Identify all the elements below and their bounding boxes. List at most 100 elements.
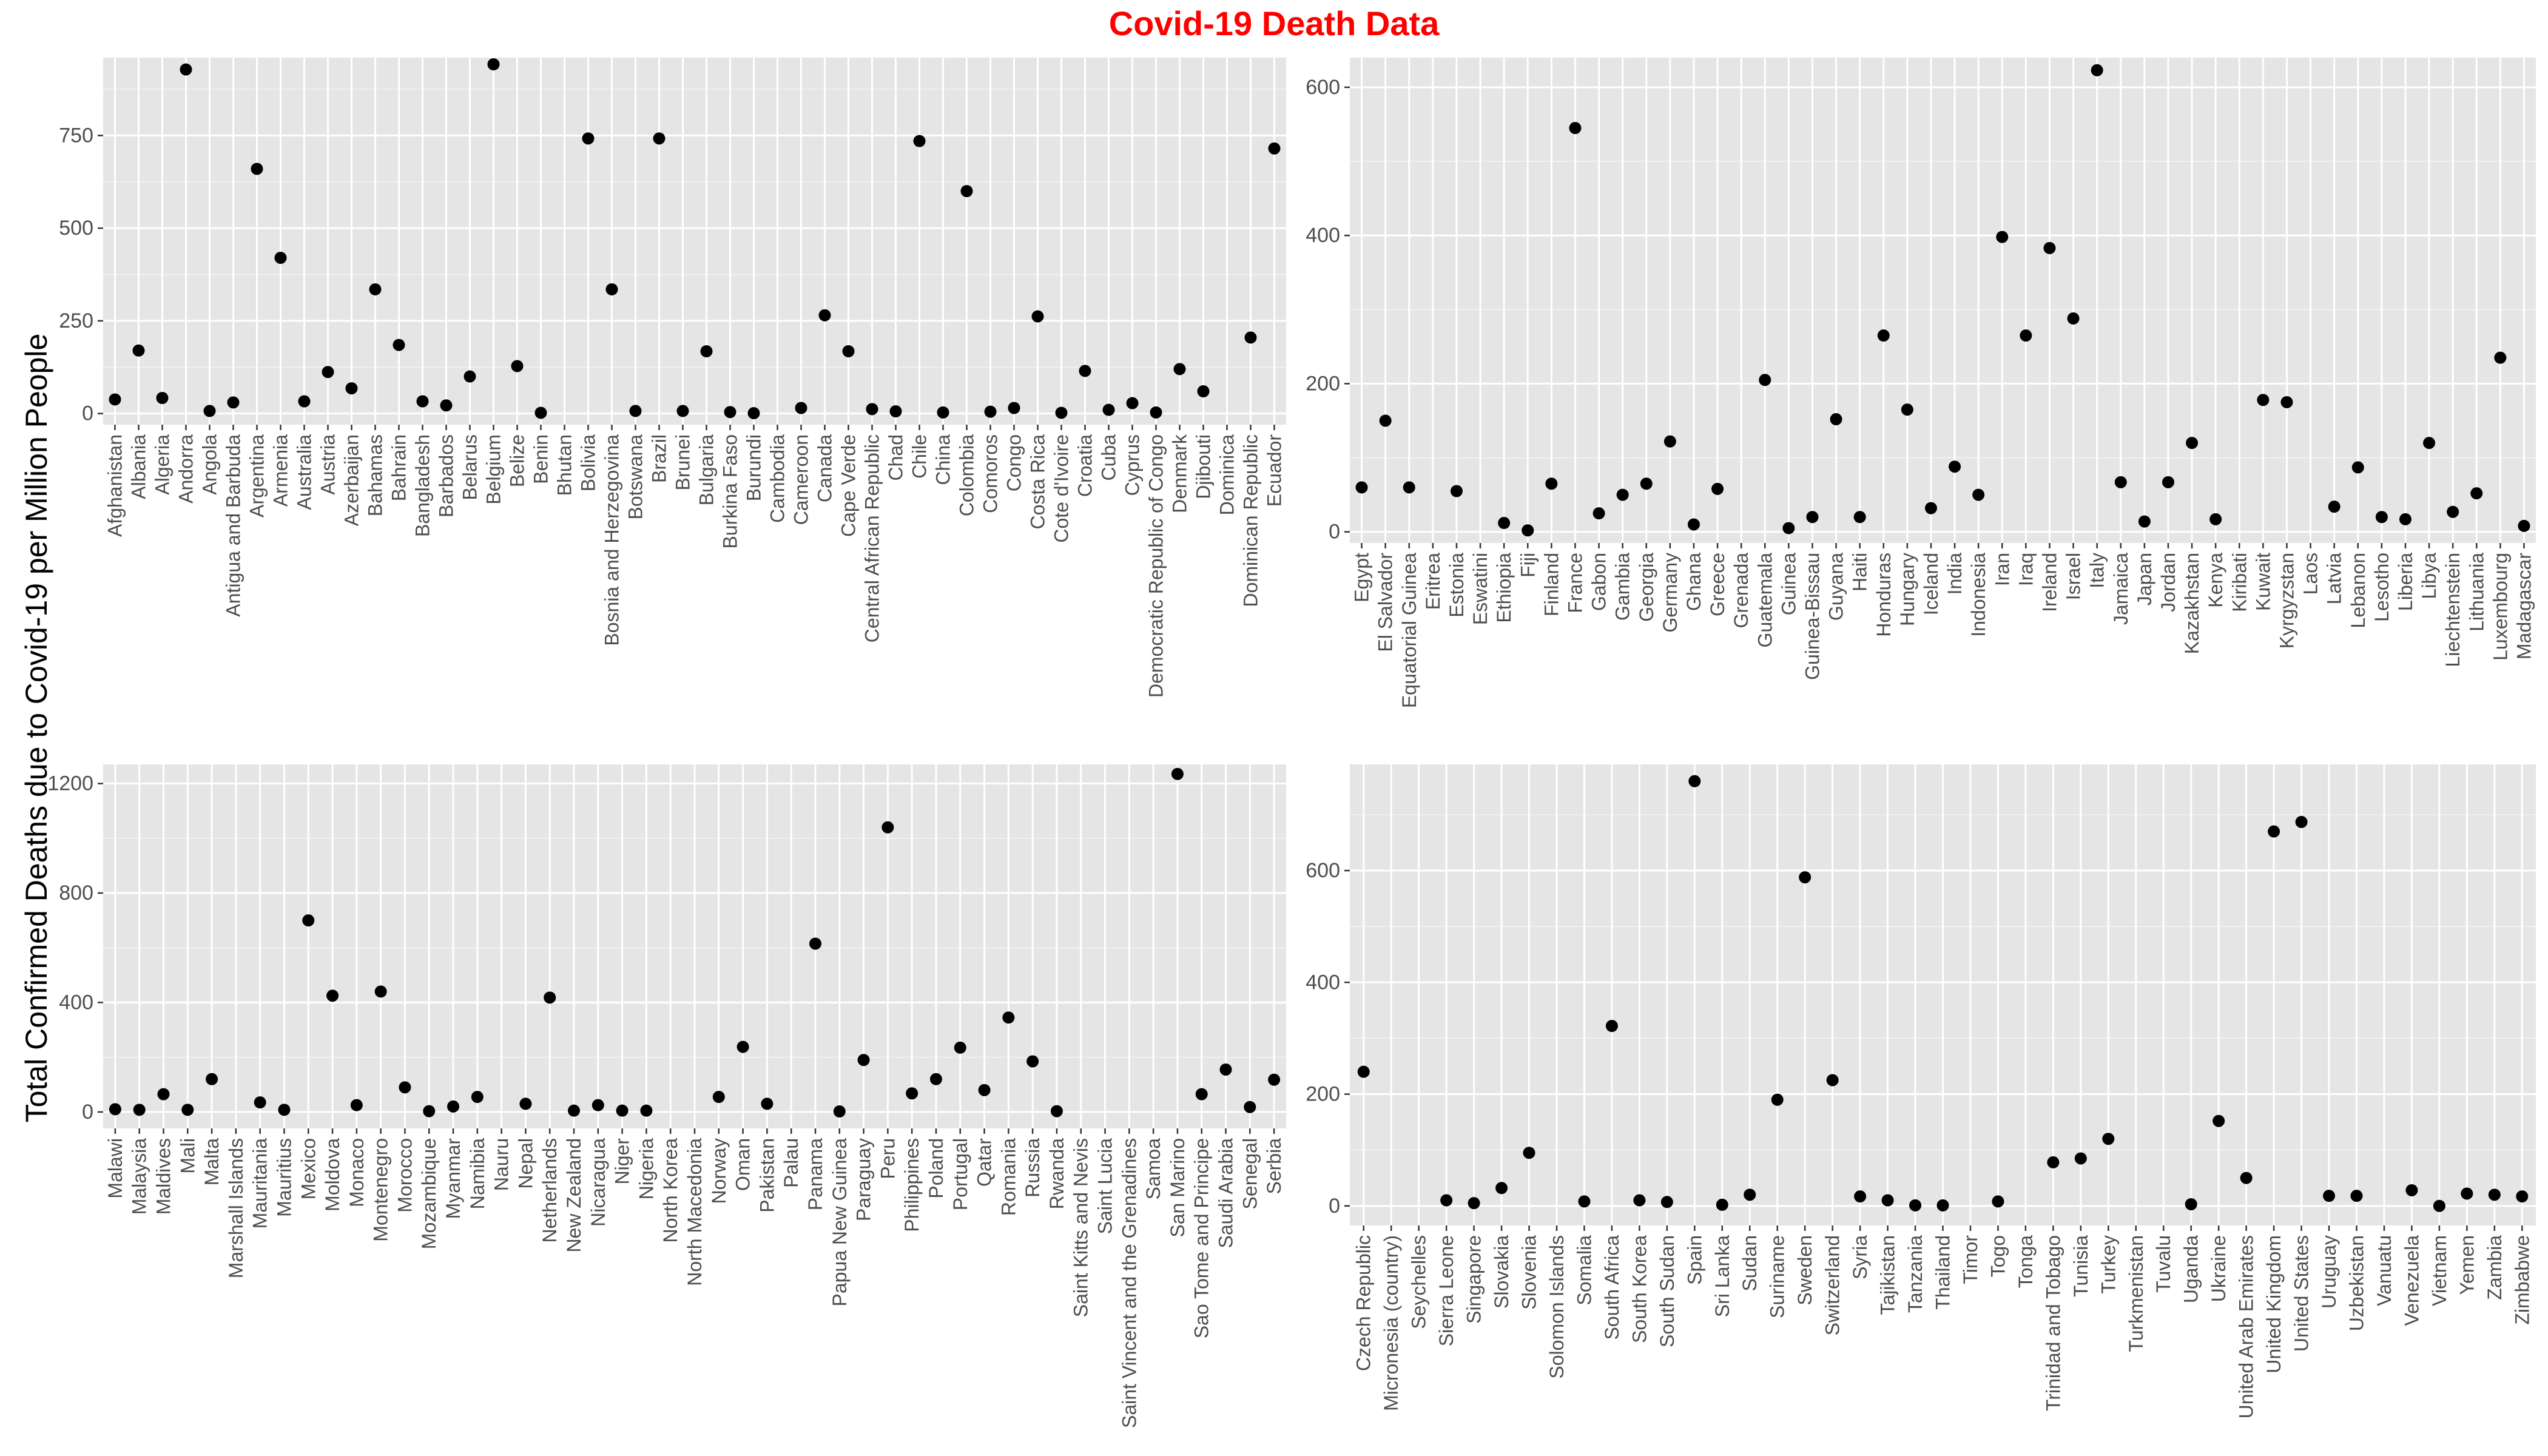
x-tick-label: Iran — [1991, 553, 2013, 586]
x-tick-label: Laos — [2300, 553, 2322, 595]
data-point — [978, 1084, 991, 1096]
data-point — [1050, 1105, 1063, 1117]
x-tick-label: Slovenia — [1518, 1235, 1540, 1310]
data-point — [1197, 385, 1210, 397]
x-tick-label: Ghana — [1683, 553, 1705, 611]
data-point — [2295, 815, 2308, 828]
data-point — [724, 406, 736, 419]
x-tick-label: Bahamas — [365, 434, 386, 516]
x-tick-label: Iceland — [1920, 553, 1942, 615]
data-point — [274, 252, 287, 264]
data-point — [2447, 505, 2459, 518]
x-tick-label: Denmark — [1169, 434, 1191, 513]
x-tick-label: Latvia — [2324, 553, 2345, 605]
data-point — [374, 985, 387, 998]
x-tick-label: Peru — [877, 1138, 898, 1179]
x-tick-label: Dominica — [1216, 434, 1238, 516]
scatter-panel-top-right: 0 200 400 600 Egypt El Salvador Equatorial Gui… — [1306, 58, 2536, 708]
data-point — [866, 403, 878, 416]
x-tick-label: Gambia — [1612, 553, 1634, 621]
data-point — [1660, 1196, 1673, 1208]
data-point — [1949, 460, 1961, 473]
data-point — [1026, 1055, 1039, 1068]
data-point — [519, 1097, 532, 1110]
x-tick-label: Equatorial Guinea — [1398, 553, 1420, 708]
x-tick-label: Fiji — [1517, 553, 1539, 578]
x-tick-label: Czech Republic — [1353, 1235, 1375, 1371]
x-tick-label: Ireland — [2038, 553, 2060, 612]
x-tick-label: Papua New Guinea — [829, 1138, 851, 1307]
x-tick-label: Uruguay — [2318, 1235, 2340, 1309]
data-point — [1633, 1194, 1646, 1207]
x-tick-label: Egypt — [1351, 553, 1373, 602]
x-tick-label: Tuvalu — [2152, 1235, 2174, 1293]
x-tick-label: Mali — [177, 1138, 198, 1174]
data-point — [1219, 1063, 1232, 1076]
x-tick-label: Chile — [909, 434, 931, 479]
chart-title: Covid-19 Death Data — [1108, 4, 1440, 42]
x-tick-label: Benin — [530, 434, 552, 484]
x-tick-label: Mozambique — [418, 1138, 440, 1249]
data-point — [1244, 1100, 1256, 1113]
data-point — [1244, 331, 1257, 344]
x-tick-label: Oman — [732, 1138, 754, 1191]
x-tick-label: Grenada — [1730, 553, 1752, 629]
x-tick-label: Maldives — [152, 1138, 174, 1215]
x-tick-label: New Zealand — [563, 1138, 585, 1253]
x-tick-label: Cameroon — [790, 434, 812, 525]
y-tick-label: 200 — [1306, 372, 1340, 395]
x-tick-label: Italy — [2086, 553, 2108, 588]
data-point — [833, 1105, 846, 1118]
data-point — [2423, 437, 2436, 450]
x-tick-label: Nicaragua — [587, 1138, 609, 1227]
x-tick-label: Norway — [708, 1138, 730, 1204]
data-point — [511, 360, 524, 372]
data-point — [568, 1104, 581, 1117]
x-tick-label: North Korea — [659, 1138, 681, 1243]
data-point — [1355, 481, 1368, 494]
x-tick-label: Moldova — [322, 1138, 343, 1212]
y-tick-label: 0 — [1329, 1195, 1340, 1218]
x-tick-label: China — [932, 434, 954, 485]
x-tick-label: Congo — [1003, 434, 1025, 491]
data-point — [1782, 522, 1795, 534]
x-tick-label: Indonesia — [1967, 553, 1989, 637]
data-point — [1379, 414, 1392, 427]
x-tick-label: Angola — [199, 434, 221, 495]
x-tick-label: Sri Lanka — [1711, 1235, 1733, 1317]
x-tick-label: Lesotho — [2371, 553, 2393, 622]
data-point — [1450, 485, 1463, 497]
x-tick-label: Qatar — [974, 1138, 996, 1187]
data-point — [416, 395, 429, 408]
data-point — [2209, 513, 2222, 525]
data-point — [1522, 524, 1534, 537]
x-tick-label: Serbia — [1263, 1138, 1285, 1195]
x-tick-label: United States — [2291, 1235, 2313, 1352]
x-tick-label: Panama — [804, 1138, 826, 1210]
data-point — [1495, 1182, 1508, 1195]
data-point — [2043, 241, 2056, 254]
x-tick-label: Australia — [294, 434, 315, 510]
x-tick-label: Syria — [1849, 1235, 1871, 1279]
data-point — [534, 406, 547, 419]
x-tick-label: South Korea — [1628, 1235, 1650, 1343]
data-point — [1055, 406, 1068, 419]
x-tick-label: Algeria — [152, 434, 174, 495]
y-tick-label: 500 — [59, 217, 93, 240]
data-point — [1901, 403, 1913, 416]
data-point — [700, 345, 713, 357]
x-tick-label: Estonia — [1446, 553, 1468, 618]
x-tick-label: Senegal — [1239, 1138, 1261, 1209]
x-tick-label: Democratic Republic of Congo — [1145, 434, 1167, 698]
data-point — [1545, 477, 1558, 490]
data-point — [447, 1100, 460, 1113]
x-tick-label: Ukraine — [2208, 1235, 2230, 1302]
data-point — [2461, 1187, 2473, 1200]
data-point — [1102, 403, 1115, 416]
x-tick-label: Djibouti — [1193, 434, 1215, 499]
x-tick-label: Argentina — [246, 434, 268, 517]
x-tick-label: Slovakia — [1491, 1235, 1512, 1309]
data-point — [1799, 871, 1812, 884]
x-tick-label: Kiribati — [2228, 553, 2250, 612]
data-point — [2433, 1199, 2445, 1212]
